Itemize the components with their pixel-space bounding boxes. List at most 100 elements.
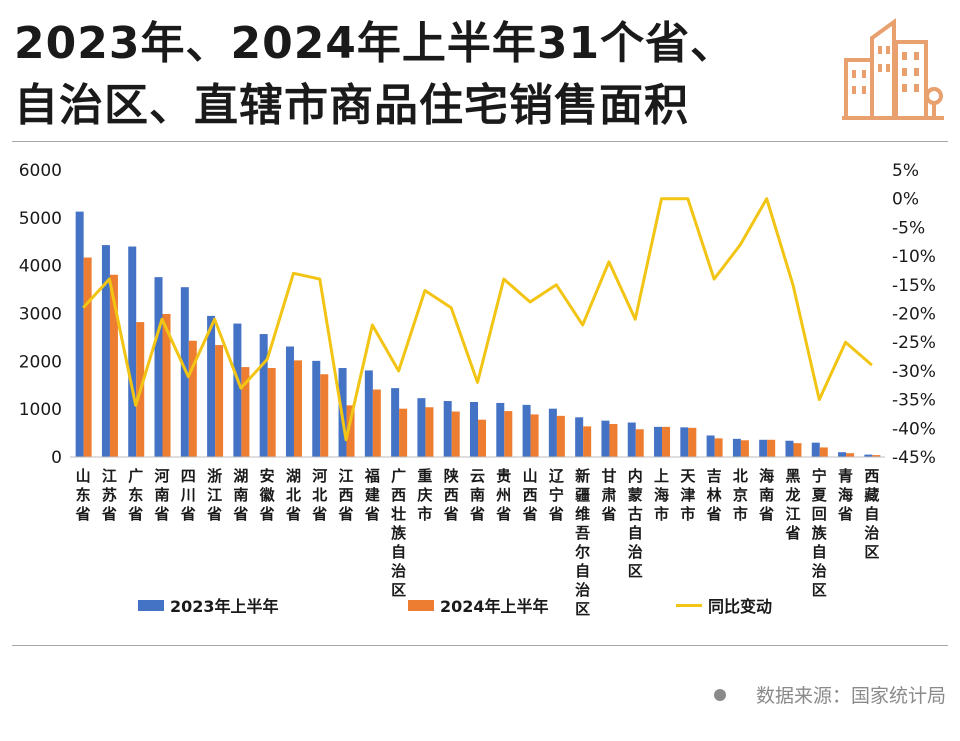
bar-2024-3 <box>162 313 171 457</box>
bar-2023-1 <box>101 245 110 457</box>
data-source: 数据来源：国家统计局 <box>713 681 946 708</box>
right-tick-label: -10% <box>892 247 936 267</box>
bar-2023-2 <box>128 246 137 457</box>
bar-2024-22 <box>662 426 671 457</box>
bullet-icon <box>713 688 726 701</box>
category-label-13: 重庆市 <box>417 467 432 523</box>
right-tick-label: -25% <box>892 333 936 353</box>
bar-2024-5 <box>215 345 224 457</box>
right-tick-label: -5% <box>892 218 925 238</box>
bar-2024-9 <box>320 374 329 457</box>
category-label-16: 贵州省 <box>495 467 511 523</box>
bar-2024-13 <box>425 407 434 457</box>
bar-2023-6 <box>233 323 242 457</box>
bar-2023-20 <box>601 420 610 457</box>
category-label-27: 黑龙江省 <box>784 467 800 542</box>
left-tick-label: 6000 <box>19 161 62 181</box>
left-tick-label: 4000 <box>19 257 62 277</box>
bar-2023-23 <box>680 427 689 457</box>
footer-divider <box>12 645 948 646</box>
legend-swatch-2023 <box>138 599 164 611</box>
bar-2023-19 <box>575 417 584 457</box>
bar-2024-8 <box>293 360 302 457</box>
bar-2023-18 <box>548 408 557 457</box>
left-tick-label: 1000 <box>19 400 62 420</box>
legend-item-2023: 2023年上半年 <box>138 594 279 616</box>
bar-2023-13 <box>417 398 426 457</box>
bar-2024-26 <box>767 439 776 457</box>
category-label-28: 宁夏回族自治区 <box>811 467 828 599</box>
bar-2024-27 <box>793 443 802 457</box>
category-label-18: 辽宁省 <box>548 467 564 523</box>
bar-2023-7 <box>259 334 268 457</box>
bar-2024-30 <box>872 455 881 457</box>
right-tick-label: -45% <box>892 448 936 468</box>
category-label-25: 北京市 <box>733 467 748 523</box>
bar-2023-12 <box>391 388 400 457</box>
category-label-17: 山西省 <box>522 467 538 523</box>
bar-2024-6 <box>241 367 250 457</box>
category-label-5: 浙江省 <box>206 467 222 523</box>
category-label-20: 甘肃省 <box>600 467 616 523</box>
series-2024-bars <box>83 257 881 457</box>
category-label-8: 湖北省 <box>285 467 301 523</box>
bar-2023-30 <box>864 454 873 457</box>
bar-2023-5 <box>207 315 216 457</box>
left-tick-label: 3000 <box>19 305 62 325</box>
bar-2023-26 <box>759 439 768 457</box>
right-axis-ticks: 5% 0% -5% -10% -15% -20% -25% -30% -35% -40% -45% <box>892 161 936 468</box>
category-label-4: 四川省 <box>180 467 196 523</box>
bar-2023-25 <box>732 438 741 457</box>
bar-2024-11 <box>372 389 381 457</box>
legend-item-yoy: 同比变动 <box>676 594 772 616</box>
bar-2024-16 <box>504 411 513 457</box>
category-label-2: 广东省 <box>127 467 143 523</box>
bar-2023-21 <box>627 422 636 457</box>
category-label-14: 陕西省 <box>443 467 459 523</box>
yoy-change-line <box>82 197 873 442</box>
bar-2023-22 <box>654 426 663 457</box>
category-label-23: 天津市 <box>680 467 696 523</box>
bar-2023-0 <box>75 211 84 457</box>
bar-2023-27 <box>785 440 794 457</box>
right-tick-label: -40% <box>892 419 936 439</box>
category-label-10: 江西省 <box>338 467 354 523</box>
bar-2024-4 <box>188 340 197 457</box>
legend-swatch-2024 <box>408 599 434 611</box>
bar-2023-24 <box>706 435 715 457</box>
right-tick-label: -35% <box>892 391 936 411</box>
category-label-30: 西藏自治区 <box>864 467 879 561</box>
category-label-15: 云南省 <box>469 467 485 523</box>
bar-2024-10 <box>346 405 355 457</box>
bar-2024-21 <box>635 429 644 457</box>
bar-2024-7 <box>267 368 276 457</box>
right-tick-label: -20% <box>892 305 936 325</box>
category-label-1: 江苏省 <box>101 467 117 523</box>
bar-2023-17 <box>522 404 531 457</box>
bar-2023-3 <box>154 277 163 457</box>
bar-2024-1 <box>109 274 118 457</box>
bar-2023-15 <box>470 401 478 457</box>
bar-2023-8 <box>285 346 294 457</box>
category-label-29: 青海省 <box>837 467 853 523</box>
category-label-24: 吉林省 <box>706 467 723 523</box>
bar-2024-29 <box>846 453 855 457</box>
bar-2024-14 <box>451 411 460 457</box>
bar-2023-28 <box>811 442 820 457</box>
left-axis-ticks: 0 1000 2000 3000 4000 5000 6000 <box>19 161 62 468</box>
bar-2024-18 <box>556 415 565 457</box>
category-label-21: 内蒙古自治区 <box>628 467 643 580</box>
category-label-9: 河北省 <box>311 467 327 523</box>
bar-2024-15 <box>478 419 486 457</box>
category-label-0: 山东省 <box>75 467 91 523</box>
legend-label-2024: 2024年上半年 <box>440 597 549 616</box>
bar-2023-14 <box>443 401 452 457</box>
right-tick-label: -30% <box>892 362 936 382</box>
legend-item-2024: 2024年上半年 <box>408 594 549 616</box>
bar-2024-23 <box>688 427 697 457</box>
bar-2024-12 <box>399 408 408 457</box>
category-label-26: 海南省 <box>758 467 774 523</box>
category-label-12: 广西壮族自治区 <box>391 467 407 599</box>
page-title-line-1: 2023年、2024年上半年31个省、 <box>14 18 736 69</box>
bar-2023-29 <box>838 452 847 457</box>
